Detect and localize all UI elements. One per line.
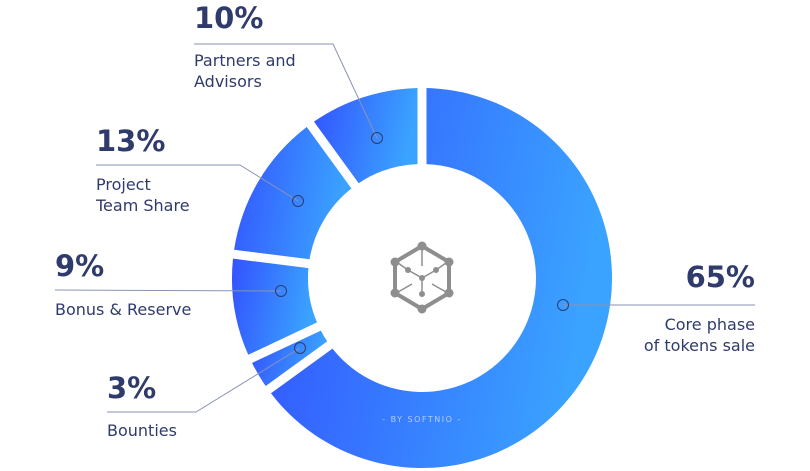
marker-dot bbox=[557, 299, 569, 311]
marker-dot bbox=[292, 195, 304, 207]
data-label: 10% bbox=[194, 1, 263, 35]
category-label: Team Share bbox=[95, 196, 190, 215]
data-label: 3% bbox=[107, 371, 156, 405]
data-label: 65% bbox=[686, 260, 755, 294]
category-label: Partners and bbox=[194, 51, 296, 70]
category-label: Advisors bbox=[194, 72, 262, 91]
slice-partners-and-advisors bbox=[313, 88, 418, 184]
marker-dot bbox=[294, 342, 306, 354]
data-label: 9% bbox=[55, 249, 104, 283]
slice-bounties bbox=[252, 330, 328, 387]
category-label: Project bbox=[96, 175, 151, 194]
slice-project-team-share bbox=[234, 126, 352, 260]
leader-line bbox=[96, 164, 299, 202]
data-label: 13% bbox=[96, 124, 165, 158]
slice-core-phase-of-tokens-sale bbox=[270, 88, 613, 469]
category-label: Core phase bbox=[665, 315, 755, 334]
watermark: - BY SOFTNIO - bbox=[382, 415, 462, 424]
network-cube-icon bbox=[390, 241, 454, 314]
leader-line bbox=[54, 289, 282, 292]
marker-dot bbox=[275, 285, 287, 297]
slice-bonus-reserve bbox=[232, 258, 318, 355]
leader-line bbox=[107, 347, 301, 413]
marker-dot bbox=[371, 132, 383, 144]
category-label: of tokens sale bbox=[644, 336, 755, 355]
leader-line bbox=[194, 43, 378, 139]
category-label: Bounties bbox=[107, 421, 177, 440]
category-label: Bonus & Reserve bbox=[55, 300, 191, 319]
